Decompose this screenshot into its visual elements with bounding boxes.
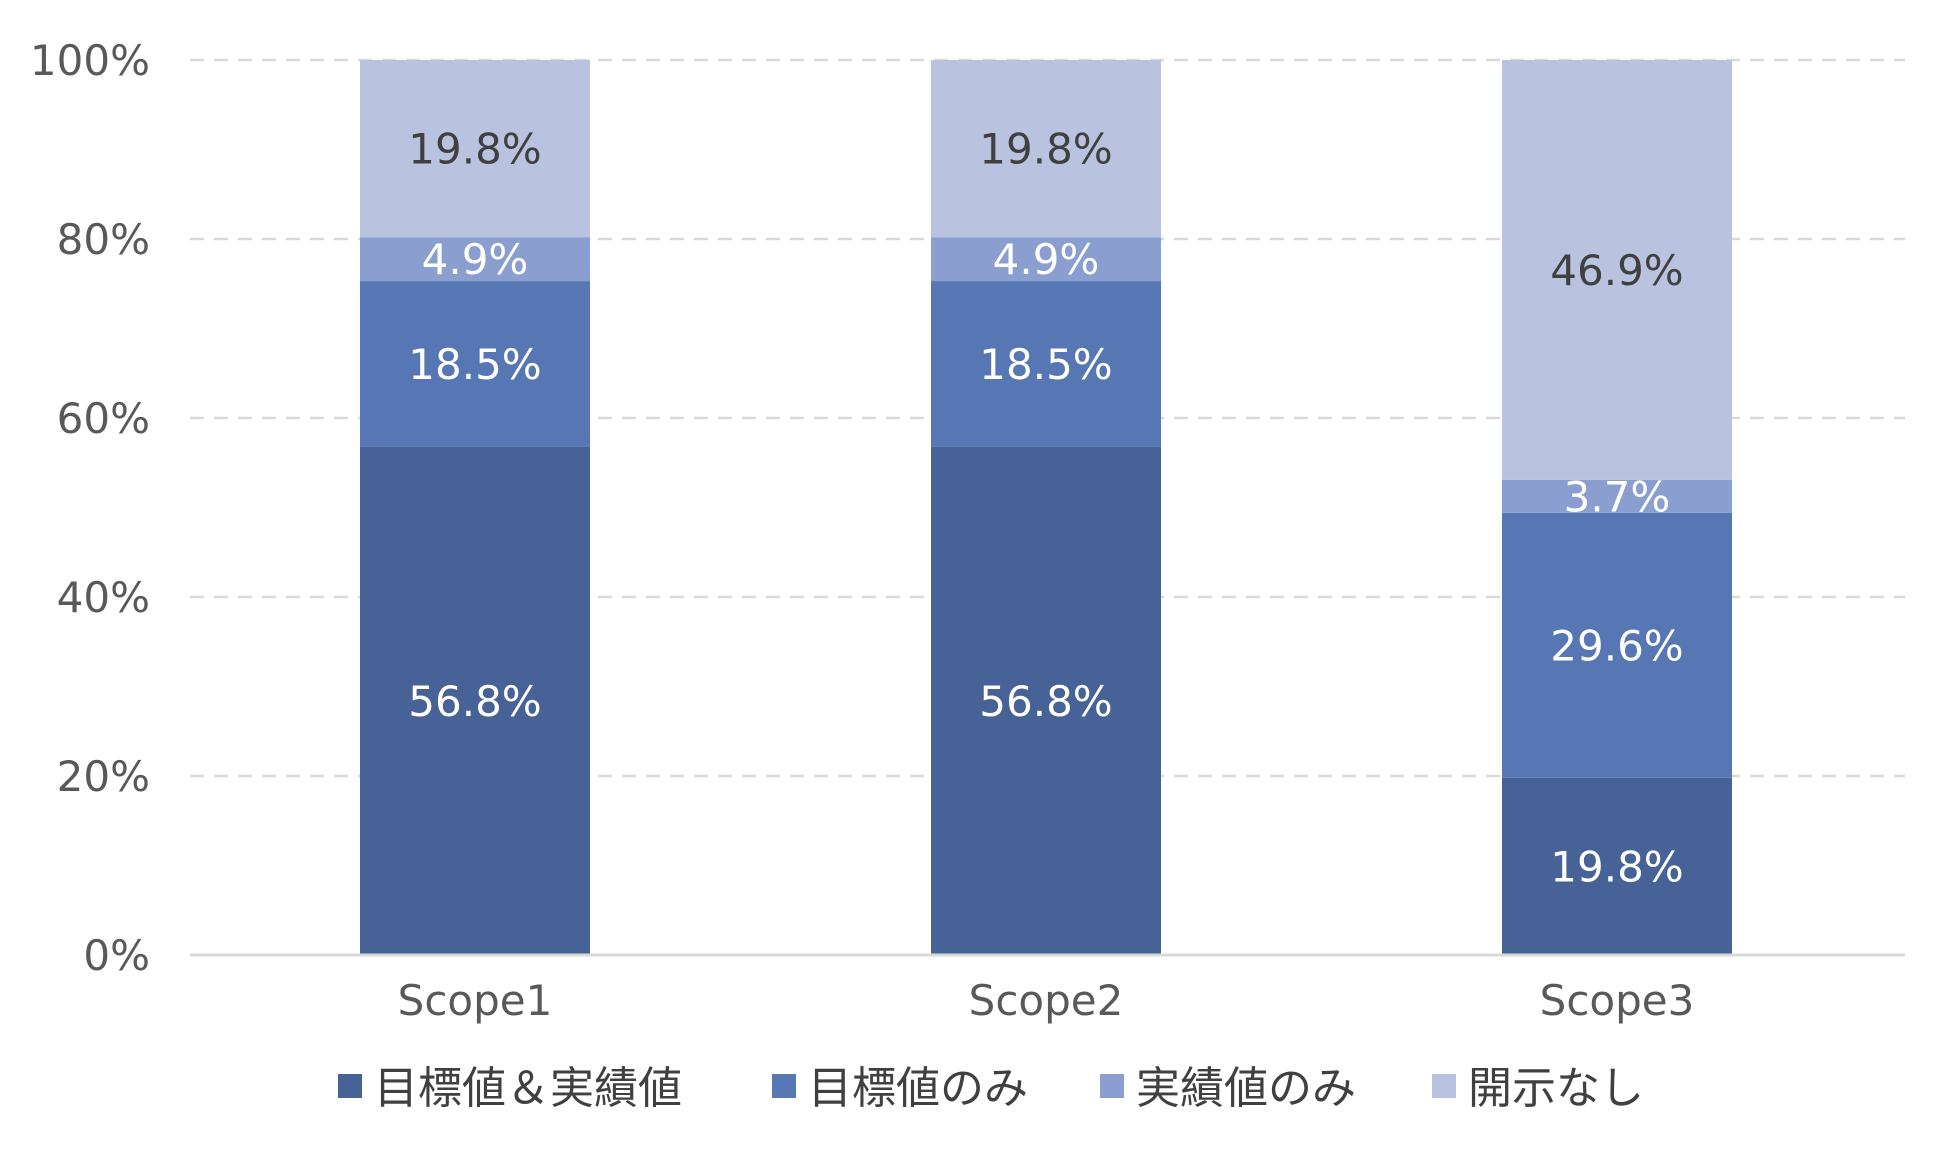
legend-label: 目標値のみ xyxy=(808,1063,1028,1114)
bar-segment xyxy=(1502,512,1732,778)
y-tick-label: 60% xyxy=(57,394,150,443)
data-label: 18.5% xyxy=(979,340,1112,389)
y-tick-label: 20% xyxy=(57,752,150,801)
legend-swatch xyxy=(1100,1074,1124,1098)
data-label: 4.9% xyxy=(422,235,529,284)
data-label: 56.8% xyxy=(979,677,1112,726)
bar-segment xyxy=(1502,777,1732,955)
bar-segment xyxy=(931,446,1161,955)
legend-item: 実績値のみ xyxy=(1100,1063,1356,1114)
data-label: 19.8% xyxy=(1550,842,1683,891)
data-label: 56.8% xyxy=(408,677,541,726)
data-label: 4.9% xyxy=(993,235,1100,284)
data-label: 19.8% xyxy=(979,125,1112,174)
y-tick-label: 100% xyxy=(30,36,150,85)
legend-swatch xyxy=(338,1074,362,1098)
legend-item: 目標値のみ xyxy=(772,1063,1028,1114)
bar-segment xyxy=(1502,60,1732,480)
x-category-label: Scope3 xyxy=(1540,976,1695,1025)
x-category-label: Scope2 xyxy=(969,976,1124,1025)
bar-segment xyxy=(931,237,1161,282)
legend-label: 目標値＆実績値 xyxy=(374,1063,682,1114)
legend-label: 実績値のみ xyxy=(1136,1063,1356,1114)
legend: 目標値＆実績値 目標値のみ 実績値のみ 開示なし xyxy=(338,1063,1644,1114)
data-label: 29.6% xyxy=(1550,621,1683,670)
y-tick-label: 0% xyxy=(83,931,150,980)
bar-segment xyxy=(360,446,590,955)
bar-segment xyxy=(360,281,590,447)
x-category-label: Scope1 xyxy=(398,976,553,1025)
legend-swatch xyxy=(772,1074,796,1098)
data-label: 46.9% xyxy=(1550,246,1683,295)
data-label: 3.7% xyxy=(1564,472,1671,521)
bar-segment xyxy=(360,237,590,282)
legend-label: 開示なし xyxy=(1468,1063,1644,1114)
bars: 56.8% 18.5% 4.9% 19.8% 56.8% 18.5% 4.9% 19.8% 19… xyxy=(360,60,1732,955)
bar-segment xyxy=(1502,479,1732,513)
bar-segment xyxy=(931,60,1161,238)
bar-segment xyxy=(931,281,1161,447)
bar-segment xyxy=(360,60,590,238)
y-tick-label: 80% xyxy=(57,215,150,264)
data-label: 18.5% xyxy=(408,340,541,389)
legend-item: 開示なし xyxy=(1432,1063,1644,1114)
axes: 0% 20% 40% 60% 80% 100% Scope1 Scope2 Scope3 xyxy=(30,36,1905,1025)
legend-item: 目標値＆実績値 xyxy=(338,1063,682,1114)
data-label: 19.8% xyxy=(408,125,541,174)
legend-swatch xyxy=(1432,1074,1456,1098)
y-tick-label: 40% xyxy=(57,573,150,622)
